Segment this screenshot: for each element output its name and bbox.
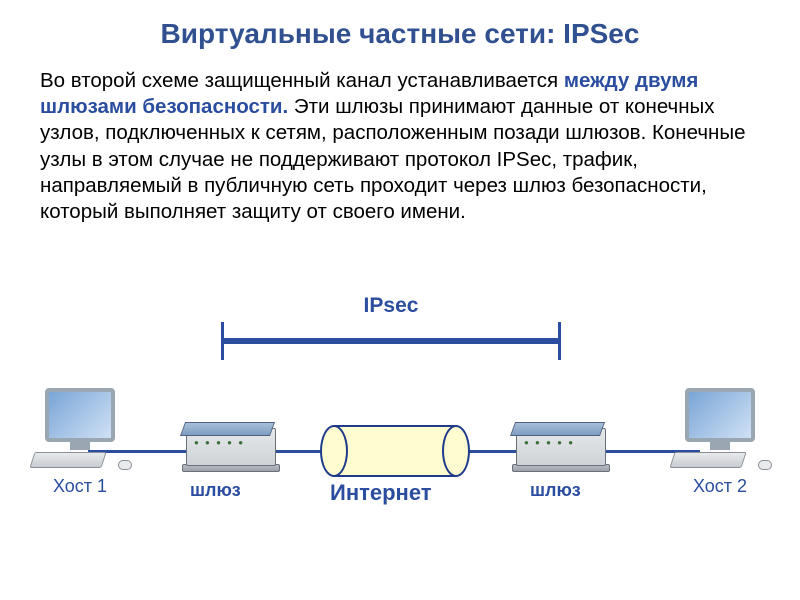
mouse-icon <box>118 460 132 470</box>
internet-cloud <box>320 425 470 477</box>
keyboard-icon <box>29 452 106 468</box>
mouse-icon <box>758 460 772 470</box>
monitor-icon <box>685 388 755 442</box>
gateway-1: ● ● ● ● ● <box>180 422 276 466</box>
title-prefix: Виртуальные частные сети: <box>161 18 564 49</box>
para-before: Во второй схеме защищенный канал устанав… <box>40 69 564 92</box>
internet-label: Интернет <box>330 480 432 506</box>
keyboard-icon <box>669 452 746 468</box>
slide-title: Виртуальные частные сети: IPSec <box>0 0 800 50</box>
host-1: Хост 1 <box>30 388 130 497</box>
ipsec-bracket-bar <box>222 338 560 344</box>
title-bold: IPSec <box>563 18 639 49</box>
ipsec-bracket-tick-right <box>558 322 561 360</box>
description-paragraph: Во второй схеме защищенный канал устанав… <box>0 50 800 225</box>
ipsec-label: IPsec <box>291 294 491 318</box>
ipsec-bracket-tick-left <box>221 322 224 360</box>
gateway-1-label: шлюз <box>190 480 241 501</box>
network-diagram: IPsec Интернет Хост 1 Хост 2 ● ● ● <box>0 300 800 590</box>
gateway-2-label: шлюз <box>530 480 581 501</box>
host-2-label: Хост 2 <box>670 476 770 497</box>
host-2: Хост 2 <box>670 388 770 497</box>
gateway-2: ● ● ● ● ● <box>510 422 606 466</box>
monitor-icon <box>45 388 115 442</box>
host-1-label: Хост 1 <box>30 476 130 497</box>
